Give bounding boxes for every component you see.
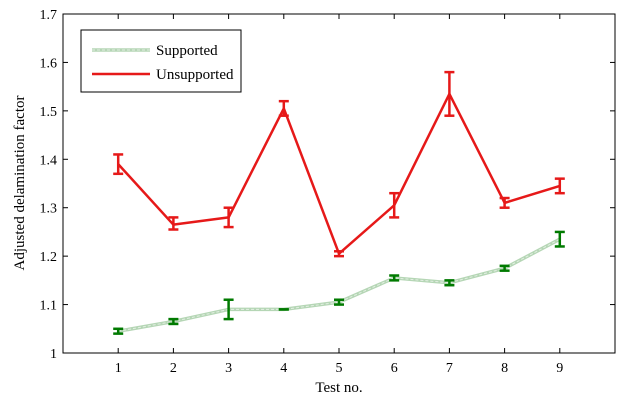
x-tick-label: 9 (556, 361, 563, 376)
series-supported (113, 230, 565, 335)
y-axis-label: Adjusted delamination factor (12, 96, 28, 271)
errorbar-supported (223, 298, 234, 321)
legend-label-supported: Supported (156, 43, 218, 59)
x-tick-label: 6 (391, 361, 398, 376)
errorbar-unsupported (278, 99, 289, 117)
errorbar-supported (389, 274, 400, 282)
errorbar-supported (334, 298, 344, 306)
errorbar-unsupported (389, 191, 400, 219)
errorbar-unsupported (334, 250, 344, 258)
y-tick-label: 1.6 (40, 56, 58, 71)
errorbar-supported (499, 264, 510, 272)
y-tick-label: 1.5 (40, 105, 58, 120)
x-axis: 1 2 3 4 5 6 7 8 9 (115, 14, 563, 376)
y-tick-label: 1.2 (40, 250, 58, 265)
x-tick-label: 1 (115, 361, 122, 376)
x-tick-label: 5 (336, 361, 343, 376)
errorbar-unsupported (168, 216, 179, 231)
errorbar-unsupported (113, 153, 124, 176)
errorbar-supported (113, 327, 124, 335)
series-unsupported (113, 70, 565, 258)
x-tick-label: 4 (280, 361, 287, 376)
errorbar-supported (554, 230, 565, 248)
x-tick-label: 7 (446, 361, 453, 376)
x-tick-label: 8 (501, 361, 508, 376)
x-tick-label: 2 (170, 361, 177, 376)
errorbar-unsupported (499, 196, 510, 209)
y-axis: 1 1.1 1.2 1.3 1.4 1.5 1.6 1.7 (40, 8, 615, 362)
legend-box (80, 29, 242, 93)
errorbar-unsupported (223, 206, 234, 229)
x-tick-label: 3 (225, 361, 232, 376)
series-layer (113, 70, 565, 335)
series-line-dash-supported (118, 238, 561, 332)
errorbar-supported (444, 279, 455, 287)
x-axis-label: Test no. (315, 380, 362, 396)
y-tick-label: 1.7 (40, 8, 58, 23)
legend-label-unsupported: Unsupported (156, 67, 234, 83)
errorbar-unsupported (444, 70, 455, 117)
errorbar-supported (168, 317, 179, 326)
y-tick-label: 1.4 (40, 153, 58, 168)
y-tick-label: 1.3 (40, 202, 58, 217)
legend: Supported Unsupported (80, 29, 242, 93)
errorbar-unsupported (554, 177, 565, 195)
y-tick-label: 1.1 (40, 299, 58, 314)
y-tick-label: 1 (50, 347, 57, 362)
